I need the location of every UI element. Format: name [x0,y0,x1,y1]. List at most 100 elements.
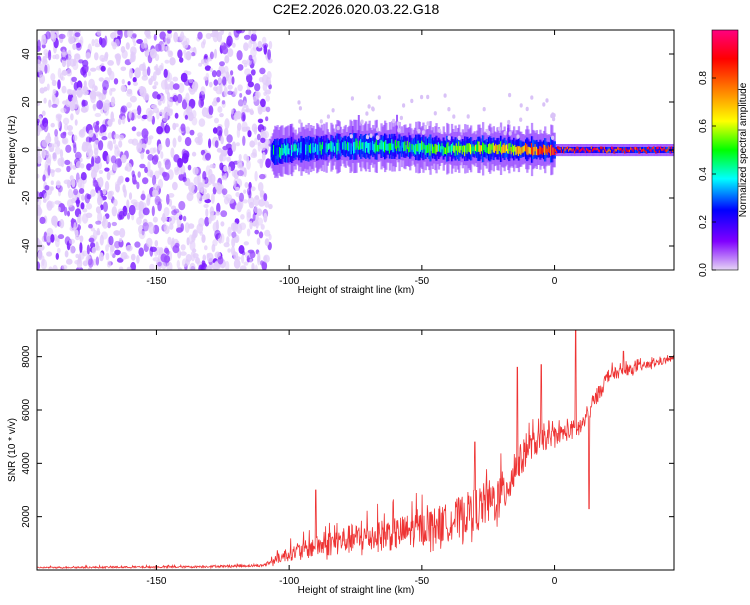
spectrogram-band-core [585,147,589,151]
spectrogram-cell [252,30,257,35]
spectrogram-band-core [616,147,620,150]
spectrogram-cell [111,221,118,227]
spectrogram-band-mid [560,147,564,153]
spectrogram-cell [62,100,68,105]
spectrogram-cell [186,237,190,246]
spectrogram-y-ticks: -40 -20 0 20 40 [21,48,674,253]
spectrogram-cell [201,194,209,200]
spectrogram-band-core [667,148,670,152]
spectrogram-cell [169,57,176,66]
spectrogram-cell [121,115,126,125]
spectrogram-band-core [492,142,495,153]
spectrogram-cell [138,209,142,219]
spectrogram-cell [349,134,353,139]
spectrogram-cell [250,47,257,57]
spectrogram-band-mid [594,147,597,153]
spectrogram-cell [120,66,127,72]
snr-x-ticks: -150 -100 -50 0 [146,330,558,587]
spectrogram-cell [166,91,171,102]
spectrogram-cell [54,200,61,205]
spectrogram-cell [173,31,179,43]
spectrogram-cell [225,260,230,270]
spectrogram-cell [76,267,83,270]
spectrogram-cell [263,130,270,139]
spectrogram-cell [67,210,70,217]
spectrogram-cell [125,177,130,183]
spectrogram-band-core [324,146,327,152]
spectrogram-cell [51,170,55,178]
spectrogram-band-core [428,143,431,153]
y-tick-label: 40 [21,48,32,60]
spectrogram-cell [93,139,100,151]
spectrogram-cell [94,124,100,133]
spectrogram-band-core [427,144,430,153]
spectrogram-cell [39,216,46,224]
spectrogram-cell [180,123,186,132]
spectrogram-cell [43,122,49,133]
spectrogram-cell [223,65,229,74]
spectrogram-cell [52,94,56,101]
spectrogram-band-core [391,139,394,150]
spectrogram-band-core [341,142,344,149]
spectrogram-cell [94,43,101,48]
spectrogram-cell [141,143,147,149]
spectrogram-band-core [501,146,504,155]
spectrogram-cell [205,165,211,176]
snr-marks [37,330,674,570]
spectrogram-cell [83,64,89,71]
spectrogram-cell [204,245,208,251]
spectrogram-cell [265,158,271,169]
spectrogram-band-core [584,150,587,154]
spectrogram-cell [206,252,214,263]
spectrogram-band-core [421,140,424,150]
spectrogram-band-core [310,143,313,154]
spectrogram-band-mid [646,147,650,153]
spectrogram-cell [223,86,228,97]
spectrogram-cell [74,32,81,38]
y-tick-label: 6000 [21,398,32,421]
spectrogram-band-core [453,145,456,153]
spectrogram-band-core [544,145,547,155]
spectrogram-band-core [603,146,607,150]
spectrogram-cell [242,114,246,122]
spectrogram-cell [208,138,212,149]
spectrogram-cell [43,97,47,104]
spectrogram-band-core [284,145,288,156]
spectrogram-band-core [314,143,318,152]
spectrogram-cell [217,106,223,113]
spectrogram-band-core [510,147,513,155]
spectrogram-cell [64,159,71,166]
spectrogram-cell [147,154,154,161]
spectrogram-band-core [380,139,383,150]
spectrogram-cell [136,39,144,44]
spectrogram-cell [104,35,108,46]
spectrogram-band-core [435,143,438,155]
spectrogram-cell [182,40,189,49]
spectrogram-cell [243,189,247,194]
spectrogram-cell [176,259,180,269]
spectrogram-band-core [642,149,645,152]
spectrogram-band-core [436,145,439,152]
spectrogram-cell [219,153,224,162]
spectrogram-cell [241,254,245,264]
spectrogram-cell [551,135,555,140]
spectrogram-cell [237,122,242,131]
spectrogram-cell [260,224,265,230]
spectrogram-cell [110,155,117,164]
spectrogram-band-core [608,148,611,152]
spectrogram-band-mid [645,147,648,153]
spectrogram-cell [221,188,228,196]
spectrogram-cell [71,76,77,82]
spectrogram-cell [336,125,340,131]
spectrogram-band-core [654,149,657,152]
spectrogram-band-core [278,147,282,158]
spectrogram-cell [257,255,261,266]
spectrogram-band-core [582,147,585,150]
spectrogram-cell [61,85,67,94]
spectrogram-band-core [606,150,609,154]
spectrogram-cell [209,32,217,38]
spectrogram-band-core [450,144,454,155]
spectrogram-band-core [665,149,669,153]
spectrogram-cell [57,67,62,79]
spectrogram-cell [106,260,112,268]
